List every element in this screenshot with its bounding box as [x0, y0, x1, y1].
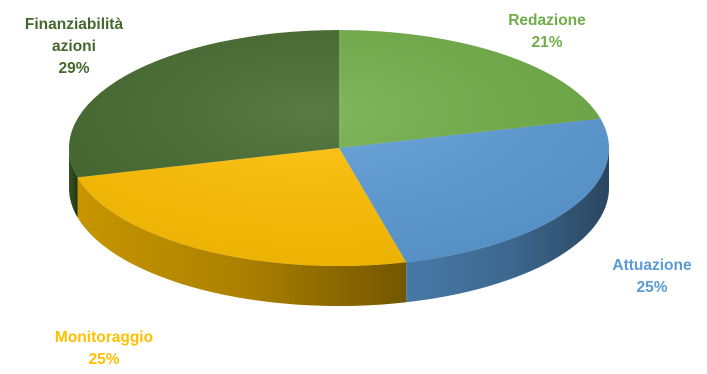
slice-label-1: Attuazione 25% [612, 255, 691, 299]
slice-label-value: 25% [55, 349, 153, 371]
pie-tops [69, 30, 609, 266]
slice-label-value: 21% [508, 32, 586, 54]
slice-label-name: Finanziabilità [25, 14, 123, 36]
slice-label-2: Monitoraggio 25% [55, 327, 153, 371]
slice-label-name: Attuazione [612, 255, 691, 277]
pie-top-shine [69, 30, 609, 266]
slice-label-name: Redazione [508, 10, 586, 32]
slice-label-3: Finanziabilità azioni 29% [25, 14, 123, 80]
slice-label-value: 29% [25, 58, 123, 80]
slice-label-name: azioni [25, 36, 123, 58]
slice-label-0: Redazione 21% [508, 10, 586, 54]
slice-label-name: Monitoraggio [55, 327, 153, 349]
slice-label-value: 25% [612, 277, 691, 299]
